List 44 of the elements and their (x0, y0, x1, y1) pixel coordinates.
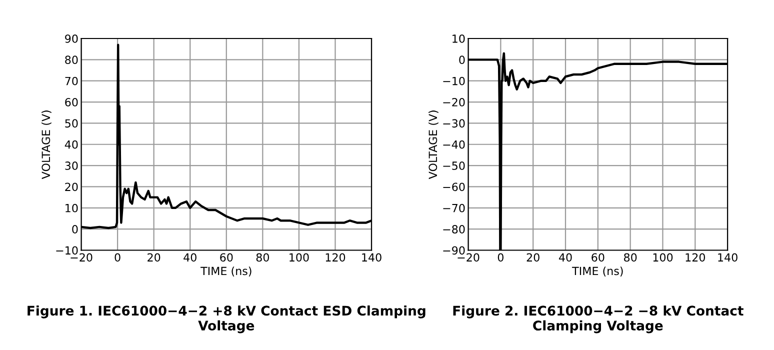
x-tick-label: 60 (592, 253, 604, 262)
text: Figure 2. IEC61000−4−2 −8 kV Contact Clamping Voltage (453, 305, 744, 334)
x-tick-label: 140 (718, 253, 738, 262)
x-tick-label: 0 (114, 253, 120, 262)
x-tick-label: 80 (256, 253, 270, 262)
y-tick-label: 60 (65, 98, 78, 106)
x-tick-label: 20 (526, 253, 540, 262)
y-tick-label: −50 (443, 162, 465, 170)
x-tick-label: 120 (326, 253, 346, 262)
x-tick-label: 40 (558, 253, 572, 262)
x-tick-label: 140 (362, 253, 382, 262)
y-tick-label: 10 (452, 34, 465, 43)
y-tick-label: 10 (66, 204, 78, 212)
x-axis-title: TIME (ns) (572, 266, 623, 276)
x-tick-label: 80 (624, 253, 637, 262)
y-tick-label: −10 (56, 246, 78, 255)
y-tick-label: 70 (65, 76, 78, 86)
y-tick-label: −60 (443, 182, 465, 192)
y-tick-label: 90 (65, 34, 78, 43)
x-tick-label: 40 (184, 253, 196, 262)
y-tick-label: −10 (443, 76, 465, 86)
y-tick-label: 50 (65, 119, 78, 128)
x-tick-label: 100 (290, 253, 309, 262)
y-tick-label: −40 (443, 140, 465, 149)
x-axis-title: TIME (ns) (200, 266, 252, 276)
y-axis-title: VOLTAGE (V) (428, 110, 438, 180)
y-tick-label: 0 (72, 225, 78, 234)
x-tick-label: 100 (653, 253, 673, 262)
x-tick-label: 20 (148, 253, 160, 262)
y-tick-label: −30 (443, 119, 465, 128)
y-tick-label: 80 (65, 56, 78, 64)
y-tick-label: 20 (65, 182, 78, 192)
x-tick-label: 60 (220, 253, 233, 262)
x-tick-label: 120 (686, 253, 706, 262)
y-tick-label: 30 (65, 162, 78, 170)
y-tick-label: 0 (459, 56, 465, 64)
y-tick-label: −70 (443, 204, 465, 212)
y-tick-label: 40 (64, 140, 78, 149)
x-tick-label: 0 (498, 253, 504, 262)
text: Figure 1. IEC61000−4−2 +8 kV Contact ESD Clamping Voltage (28, 305, 426, 334)
y-tick-label: −90 (443, 246, 465, 255)
y-tick-label: −80 (443, 225, 465, 234)
y-axis-title: VOLTAGE (V) (42, 110, 52, 180)
y-tick-label: −20 (443, 98, 465, 106)
